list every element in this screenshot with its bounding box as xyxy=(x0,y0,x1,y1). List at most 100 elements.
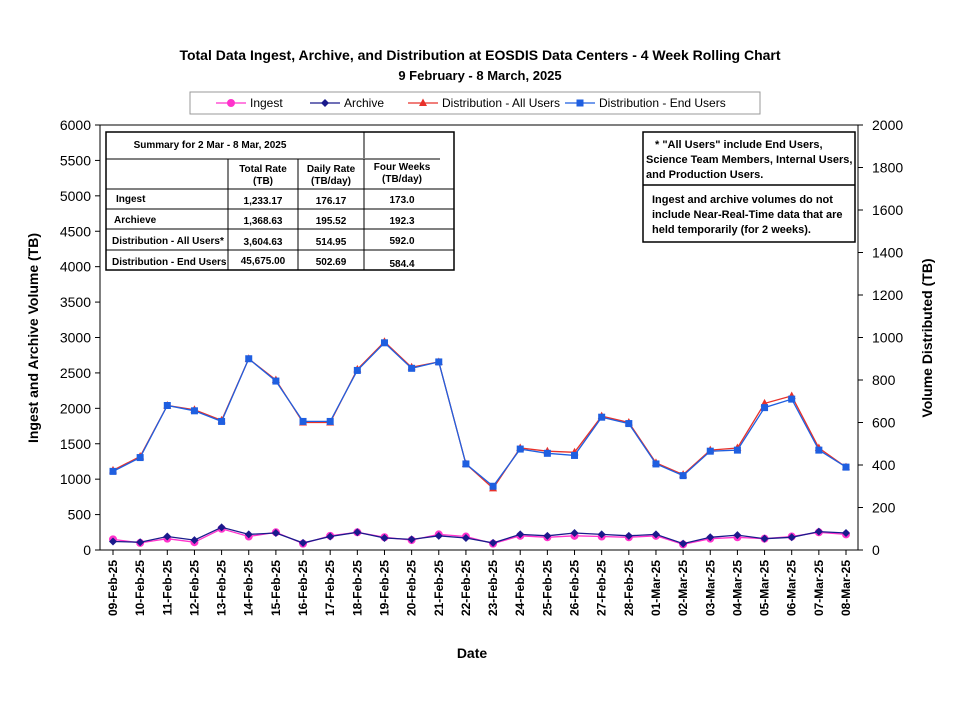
note-ingest-line-1: Ingest and archive volumes do not xyxy=(652,194,833,206)
data-point-archive xyxy=(760,534,769,543)
legend-item-distribution-end-users: Distribution - End Users xyxy=(565,96,726,110)
row-four: 584.4 xyxy=(389,259,414,270)
data-point-distribution-end-users xyxy=(842,463,850,471)
data-point-archive xyxy=(543,531,552,540)
data-point-distribution-end-users xyxy=(408,364,416,372)
data-point-distribution-end-users xyxy=(435,358,443,366)
data-point-distribution-end-users xyxy=(652,460,660,468)
data-point-distribution-end-users xyxy=(788,395,796,403)
legend-box xyxy=(189,91,761,115)
row-four: 592.0 xyxy=(389,236,414,247)
x-tick-label: 22-Feb-25 xyxy=(459,560,473,616)
y-left-tick-label: 500 xyxy=(68,507,92,523)
data-point-archive xyxy=(842,529,850,537)
y-right-tick-label: 1200 xyxy=(872,287,903,303)
notes-box-border xyxy=(642,131,856,243)
legend-label: Distribution - End Users xyxy=(599,96,726,110)
col-four-header-1: Four Weeks xyxy=(374,162,431,173)
y-left-tick-label: 6000 xyxy=(60,117,91,133)
note-users-line-2: Science Team Members, Internal Users, xyxy=(646,154,852,166)
x-tick-label: 27-Feb-25 xyxy=(595,560,609,616)
data-point-distribution-end-users xyxy=(245,355,253,363)
x-tick-label: 07-Mar-25 xyxy=(812,560,826,616)
data-point-distribution-end-users xyxy=(761,404,769,412)
notes-box: * "All Users" include End Users, Science… xyxy=(642,131,856,243)
x-tick-label: 20-Feb-25 xyxy=(405,560,419,616)
row-daily: 195.52 xyxy=(316,216,347,227)
data-point-distribution-end-users xyxy=(516,445,524,453)
data-point-archive xyxy=(787,533,796,542)
y-axis-left-title: Ingest and Archive Volume (TB) xyxy=(25,233,41,443)
row-label: Ingest xyxy=(116,194,146,205)
data-point-archive xyxy=(624,531,633,540)
y-left-tick-label: 2500 xyxy=(60,365,91,381)
x-axis-title: Date xyxy=(457,645,488,661)
legend: Ingest Archive Distribution - All Users Dis… xyxy=(189,91,761,115)
x-tick-label: 08-Mar-25 xyxy=(839,560,853,616)
data-point-archive xyxy=(244,530,253,539)
row-label: Distribution - End Users xyxy=(112,257,227,268)
data-point-distribution-end-users xyxy=(571,451,579,459)
y-right-tick-label: 1000 xyxy=(872,330,903,346)
data-point-archive xyxy=(163,532,172,541)
data-point-archive xyxy=(516,530,525,539)
data-point-distribution-end-users xyxy=(109,467,117,475)
x-tick-label: 18-Feb-25 xyxy=(350,560,364,616)
data-point-distribution-end-users xyxy=(625,420,633,428)
data-point-distribution-end-users xyxy=(218,417,226,425)
x-tick-label: 11-Feb-25 xyxy=(160,560,174,616)
y-right-tick-label: 600 xyxy=(872,415,896,431)
data-point-archive xyxy=(299,538,308,547)
legend-swatch-marker xyxy=(227,99,235,107)
legend-swatch-marker xyxy=(419,98,427,106)
row-total: 3,604.63 xyxy=(244,237,283,248)
data-point-archive xyxy=(651,530,660,539)
data-point-archive xyxy=(136,538,145,547)
x-tick-label: 04-Mar-25 xyxy=(730,560,744,616)
data-point-archive xyxy=(271,529,280,537)
summary-table: Summary for 2 Mar - 8 Mar, 2025 Total Ra… xyxy=(105,131,455,271)
x-tick-label: 09-Feb-25 xyxy=(106,560,120,616)
col-four-header-2: (TB/day) xyxy=(382,174,422,185)
data-point-archive xyxy=(814,527,823,536)
data-point-archive xyxy=(461,533,470,542)
chart-title: Total Data Ingest, Archive, and Distribu… xyxy=(179,47,780,63)
row-total: 1,233.17 xyxy=(244,196,283,207)
x-tick-label: 21-Feb-25 xyxy=(432,560,446,616)
y-right-tick-label: 800 xyxy=(872,372,896,388)
y-right-tick-label: 0 xyxy=(872,542,880,558)
y-left-tick-label: 0 xyxy=(83,542,91,558)
data-point-archive xyxy=(190,536,199,545)
data-point-distribution-end-users xyxy=(136,454,144,462)
legend-swatch-marker xyxy=(576,99,584,107)
y-left-tick-label: 1000 xyxy=(60,471,91,487)
row-label: Archieve xyxy=(114,215,157,226)
data-point-archive xyxy=(353,528,362,537)
data-point-distribution-end-users xyxy=(462,460,470,468)
x-tick-label: 10-Feb-25 xyxy=(133,560,147,616)
y-axis-right-title: Volume Distributed (TB) xyxy=(919,258,935,417)
data-point-archive xyxy=(217,523,226,532)
data-point-archive xyxy=(489,538,498,547)
y-right-tick-label: 1800 xyxy=(872,160,903,176)
data-point-distribution-end-users xyxy=(190,407,198,415)
row-daily: 176.17 xyxy=(316,196,347,207)
legend-label: Distribution - All Users xyxy=(442,96,560,110)
y-left-tick-label: 4000 xyxy=(60,259,91,275)
x-tick-label: 06-Mar-25 xyxy=(785,560,799,616)
note-users-line-1: * "All Users" include End Users, xyxy=(655,139,823,151)
legend-item-distribution-all-users: Distribution - All Users xyxy=(408,96,560,110)
x-tick-label: 15-Feb-25 xyxy=(269,560,283,616)
data-point-archive xyxy=(326,532,335,541)
x-tick-label: 24-Feb-25 xyxy=(513,560,527,616)
legend-label: Ingest xyxy=(250,96,283,110)
data-point-distribution-end-users xyxy=(679,472,687,480)
data-point-distribution-end-users xyxy=(543,449,551,457)
summary-table-border xyxy=(105,131,455,271)
data-point-distribution-end-users xyxy=(598,413,606,421)
data-point-archive xyxy=(407,535,416,544)
series-line-distribution-end-users xyxy=(112,341,847,488)
x-tick-label: 26-Feb-25 xyxy=(568,560,582,616)
